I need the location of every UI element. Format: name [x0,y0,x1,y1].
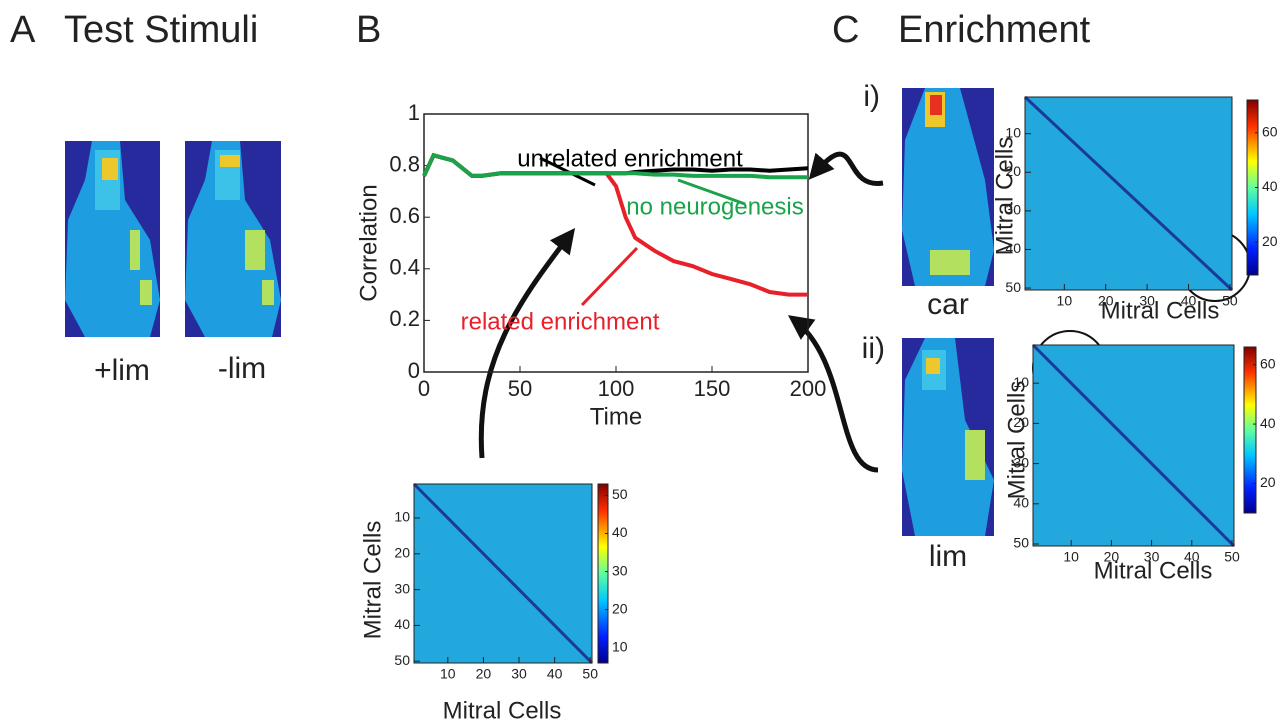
panel-title: Enrichment [898,9,1091,51]
y-tick-label: 30 [1013,454,1029,470]
plot-frame [413,483,593,664]
x-tick-label: 100 [598,376,635,401]
colorbar-tick-label: 20 [612,600,628,616]
x-tick-label: 40 [547,666,563,682]
panel-title: Test Stimuli [64,9,258,51]
x-tick-label: 50 [1222,293,1238,309]
x-tick-label: 50 [582,666,598,682]
y-tick-label: 0.2 [389,306,420,331]
arrows [478,151,884,473]
x-tick-label: 40 [1181,293,1197,309]
x-tick-label: 40 [1184,549,1200,565]
plot-frame [1024,96,1233,291]
y-tick-label: 40 [1013,494,1029,510]
x-tick-label: 10 [1057,293,1073,309]
panel-letter: C [832,9,859,51]
x-tick-label: 200 [790,376,827,401]
odor-label: car [927,288,969,321]
colorbar-tick-label: 40 [612,524,628,540]
series-label: related enrichment [461,308,660,335]
panel-letter: A [10,9,36,51]
y-tick-label: 40 [1005,240,1021,256]
colorbar-tick-label: 40 [1262,178,1278,194]
y-tick-label: 0 [408,358,420,383]
y-tick-label: 30 [394,580,410,596]
y-tick-label: 20 [394,545,410,561]
x-tick-label: 30 [1144,549,1160,565]
x-tick-label: 30 [1139,293,1155,309]
heatmap-diagonal [1023,95,1234,292]
plot-frame [1032,344,1235,547]
y-tick-label: 10 [1013,374,1029,390]
y-tick-label: 30 [1005,202,1021,218]
x-axis-label: Mitral Cells [443,697,562,724]
y-tick-label: 0.6 [389,203,420,228]
heatmap-diagonal [1031,343,1236,548]
y-tick-label: 20 [1005,163,1021,179]
colorbar-tick-label: 20 [1260,474,1276,490]
odor-map [902,338,994,536]
odor-map [65,141,160,337]
y-tick-label: 50 [394,652,410,668]
colorbar-tick-label: 30 [612,562,628,578]
colorbar-tick-label: 60 [1262,124,1278,140]
stimulus-label: +lim [94,354,150,387]
line-series [422,152,808,180]
x-axis-label: Mitral Cells [1094,557,1213,584]
x-tick-label: 20 [1104,549,1120,565]
y-tick-label: 1 [408,100,420,125]
x-tick-label: 0 [418,376,430,401]
panel-letter: B [356,9,381,51]
y-tick-label: 0.4 [389,255,420,280]
x-tick-label: 20 [476,666,492,682]
heatmap-diagonal [412,482,594,665]
odor-label: lim [929,540,967,573]
odor-map [902,88,994,286]
x-tick-label: 10 [440,666,456,682]
colorbar-tick-label: 60 [1260,355,1276,371]
x-tick-label: 50 [1224,549,1240,565]
x-axis-label: Time [590,403,642,430]
colorbar [1243,346,1257,514]
colorbar-tick-label: 10 [612,638,628,654]
y-tick-label: 40 [394,616,410,632]
annotation-arrow [677,178,746,206]
y-tick-label: 50 [1005,279,1021,295]
colorbar-tick-label: 20 [1262,233,1278,249]
annotation-arrow [580,246,639,307]
x-tick-label: 20 [1098,293,1114,309]
odor-map [185,141,281,337]
colorbar-tick-label: 40 [1260,415,1276,431]
x-tick-label: 30 [511,666,527,682]
y-tick-label: 0.8 [389,151,420,176]
row-label: i) [863,80,880,113]
colorbar [597,483,609,664]
y-tick-label: 20 [1013,414,1029,430]
y-axis-label: Correlation [355,184,382,301]
y-tick-label: 10 [394,509,410,525]
y-tick-label: 50 [1013,535,1029,551]
y-axis-label: Mitral Cells [359,521,386,640]
stimulus-label: -lim [218,352,266,385]
x-tick-label: 150 [694,376,731,401]
x-tick-label: 10 [1063,549,1079,565]
x-axis-label: Mitral Cells [1101,297,1220,324]
series-label: no neurogenesis [626,193,803,220]
x-tick-label: 50 [508,376,532,401]
series-label: unrelated enrichment [517,145,743,172]
row-label: ii) [862,332,885,365]
y-axis-label: Mitral Cells [1003,381,1030,500]
y-tick-label: 10 [1005,124,1021,140]
colorbar-tick-label: 50 [612,486,628,502]
y-axis-label: Mitral Cells [991,137,1018,256]
